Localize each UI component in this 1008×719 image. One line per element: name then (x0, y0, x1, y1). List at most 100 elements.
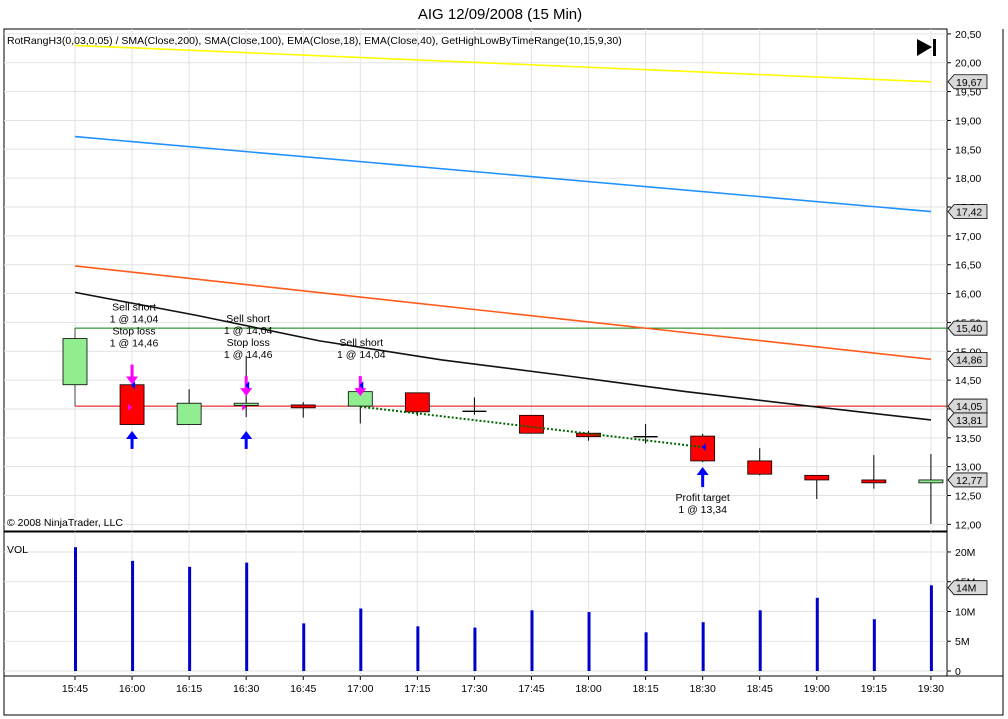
time-tick-label: 19:15 (861, 683, 887, 695)
candle-body (747, 460, 773, 475)
price-marker-label: 19,67 (956, 77, 982, 89)
go-to-end-icon[interactable] (917, 39, 936, 56)
sell-arrow-head (354, 388, 367, 397)
candle-body (404, 392, 430, 413)
volume-bar (872, 619, 876, 671)
volume-bar (473, 627, 477, 671)
price-marker-label: 14,86 (956, 354, 982, 366)
series-line-sma-close-200- (74, 44, 932, 83)
volume-bar (302, 623, 306, 671)
price-panel (3, 28, 948, 532)
series-line-ema-close-40- (74, 265, 932, 361)
trade-annotation-text: Profit target (676, 492, 730, 504)
volume-bar (815, 597, 819, 671)
target-marker (701, 443, 706, 452)
volume-tick-label: 5M (955, 636, 970, 648)
time-tick-label: 18:00 (575, 683, 601, 695)
stop-arrow-head (126, 430, 139, 439)
trade-annotation-text: Sell short (339, 337, 383, 349)
volume-bar (929, 585, 933, 671)
volume-bar (758, 610, 762, 671)
time-tick-label: 19:30 (918, 683, 944, 695)
candle-body (290, 404, 316, 409)
time-tick-label: 16:30 (233, 683, 259, 695)
price-tick-label: 20,50 (955, 29, 981, 41)
candle-body (62, 338, 88, 386)
price-tick-label: 20,00 (955, 58, 981, 70)
time-tick-label: 16:45 (290, 683, 316, 695)
price-tick-label: 13,00 (955, 462, 981, 474)
stop-marker (359, 381, 364, 390)
sell-arrow-head (126, 376, 139, 385)
price-marker-tag (947, 351, 988, 367)
candle-body (861, 479, 887, 484)
volume-bar (416, 626, 420, 671)
cover-arrow-head (696, 467, 709, 476)
time-tick-label: 18:15 (632, 683, 658, 695)
volume-bar (131, 560, 135, 671)
stop-marker (131, 381, 136, 390)
volume-bar (644, 632, 648, 671)
price-tick-label: 18,50 (955, 144, 981, 156)
stop-marker (245, 381, 250, 390)
volume-panel-label: VOL (7, 544, 28, 556)
price-tick-label: 12,50 (955, 491, 981, 503)
time-tick-label: 17:45 (518, 683, 544, 695)
time-tick-label: 15:45 (62, 683, 88, 695)
price-marker-label: 17,42 (956, 207, 982, 219)
trade-annotation-text: 1 @ 14,46 (110, 338, 159, 350)
series-line-sma-close-100- (74, 135, 932, 213)
entry-marker (128, 403, 133, 411)
volume-bar (245, 562, 249, 671)
price-tick-label: 12,00 (955, 519, 981, 531)
price-tick-label: 16,50 (955, 260, 981, 272)
price-marker-tag (947, 472, 988, 488)
series-line-ema-close-18- (74, 291, 932, 421)
trade-annotation-text: Stop loss (112, 326, 155, 338)
price-marker-label: 12,77 (956, 475, 982, 487)
price-marker-tag (947, 580, 988, 596)
time-tick-label: 17:15 (404, 683, 430, 695)
volume-tick-label: 0 (955, 666, 961, 678)
price-marker-tag (947, 74, 988, 90)
price-marker-label: 13,81 (956, 415, 982, 427)
price-tick-label: 19,00 (955, 115, 981, 127)
trade-annotation-text: 1 @ 14,04 (224, 325, 273, 337)
price-marker-tag (947, 398, 988, 414)
sell-arrow-head (240, 388, 253, 397)
time-tick-label: 18:45 (747, 683, 773, 695)
price-tick-label: 14,50 (955, 375, 981, 387)
volume-bar (587, 612, 591, 671)
time-tick-label: 16:00 (119, 683, 145, 695)
price-marker-label: 14,05 (956, 401, 982, 413)
time-tick-label: 18:30 (690, 683, 716, 695)
entry-marker (242, 403, 247, 411)
volume-bar (188, 566, 192, 671)
volume-bar (359, 608, 363, 671)
time-tick-label: 16:15 (176, 683, 202, 695)
candle-body (233, 402, 259, 406)
candle-body (176, 402, 202, 425)
price-marker-tag (947, 320, 988, 336)
price-marker-label: 15,40 (956, 323, 982, 335)
time-tick-label: 19:00 (804, 683, 830, 695)
price-tick-label: 18,00 (955, 173, 981, 185)
price-marker-tag (947, 412, 988, 428)
price-marker-tag (947, 204, 988, 220)
trade-annotation-text: 1 @ 13,34 (678, 504, 727, 516)
copyright-text: © 2008 NinjaTrader, LLC (7, 517, 123, 529)
candle-body (519, 414, 544, 434)
trade-annotation-text: Sell short (112, 302, 156, 314)
time-tick-label: 17:30 (461, 683, 487, 695)
volume-bar (74, 547, 77, 671)
candle-body (918, 479, 944, 484)
trade-annotation-text: 1 @ 14,46 (224, 349, 273, 361)
indicator-label: RotRangH3(0,03,0,05) / SMA(Close,200), S… (7, 35, 622, 47)
volume-tick-label: 10M (955, 606, 975, 618)
stop-arrow-head (240, 430, 253, 439)
volume-tick-label: 20M (955, 547, 975, 559)
volume-bar (530, 610, 534, 671)
trade-annotation-text: 1 @ 14,04 (110, 314, 159, 326)
candle-body (690, 435, 716, 462)
